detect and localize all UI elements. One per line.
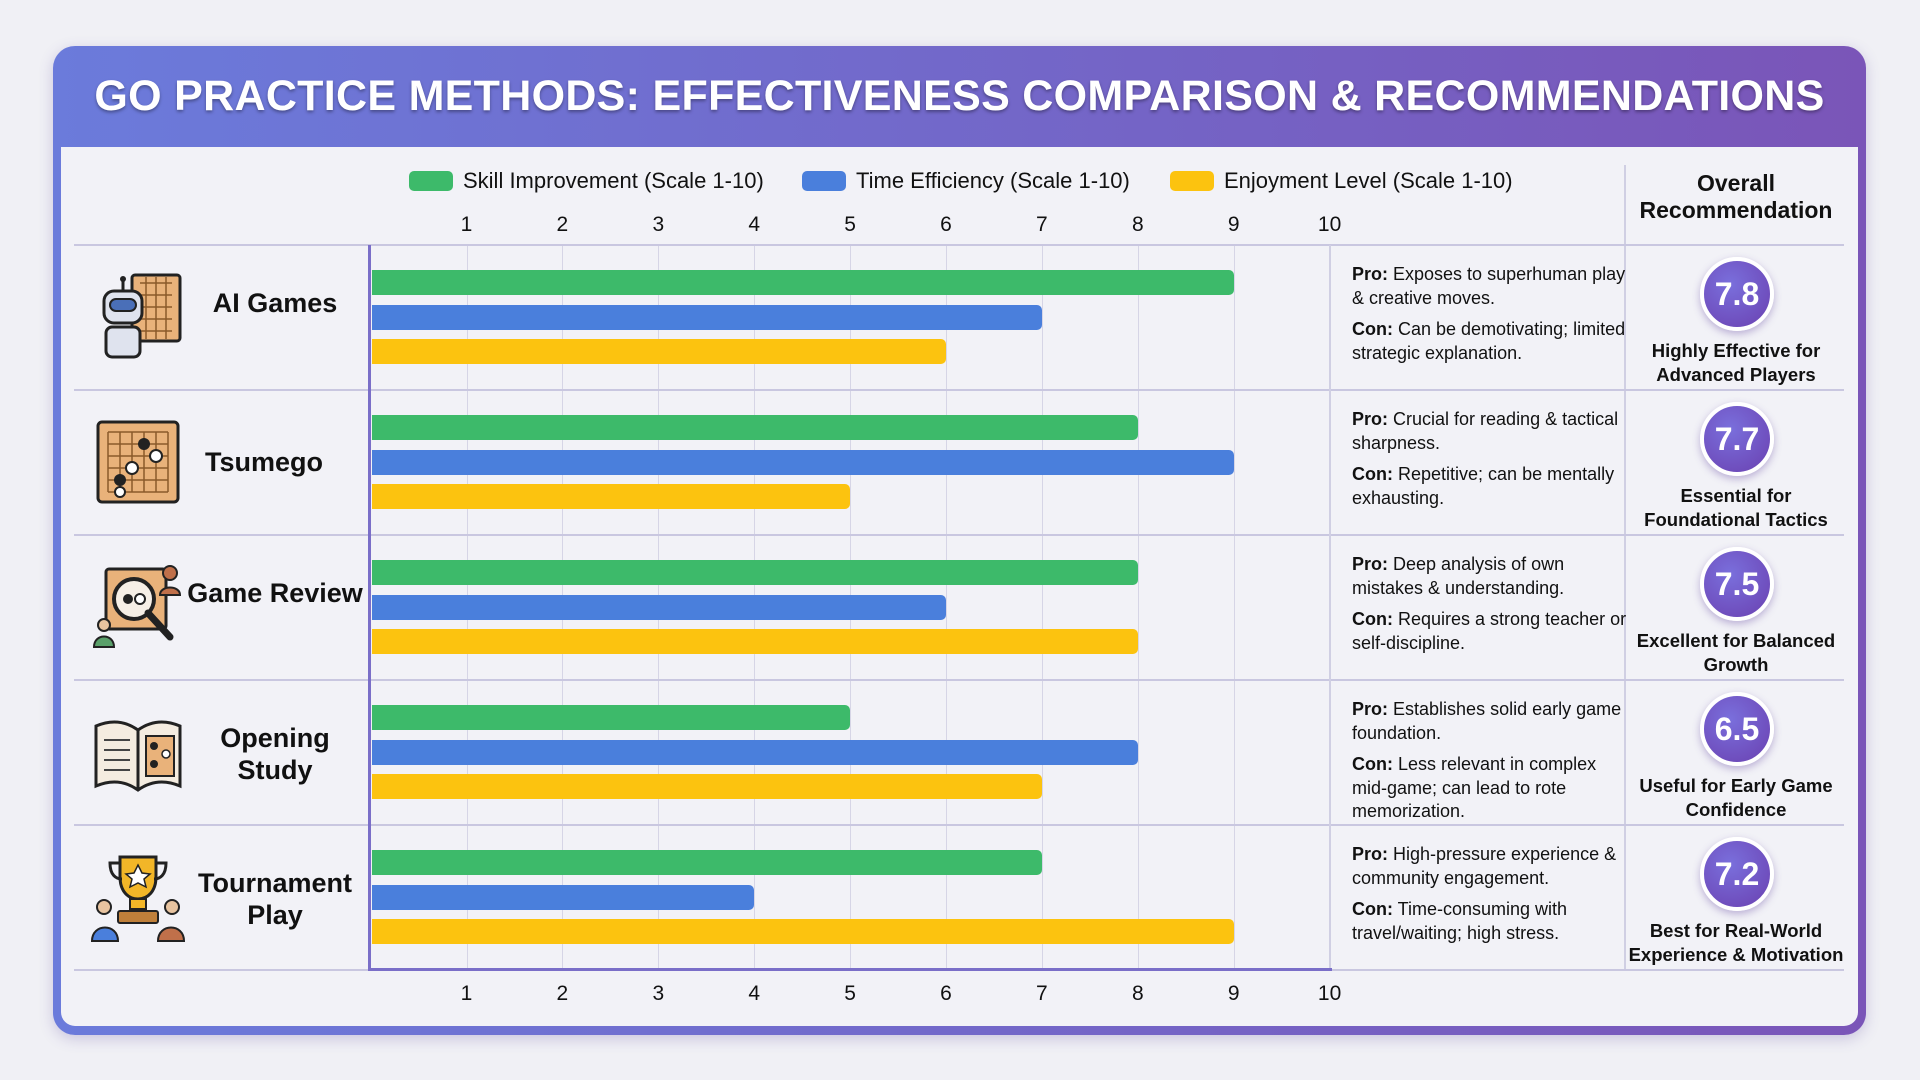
x-tick-bottom: 2 [556, 982, 569, 1005]
y-axis-line [368, 245, 371, 970]
x-tick-bottom: 6 [940, 982, 952, 1005]
go-problem-board-icon [90, 414, 186, 510]
x-tick-bottom: 7 [1036, 982, 1048, 1005]
bar-skill [371, 415, 1138, 440]
row-divider [74, 679, 1844, 681]
x-tick-bottom: 5 [844, 982, 856, 1005]
legend-swatch-blue [802, 171, 846, 191]
recommendation-label: Useful for Early Game Confidence [1639, 775, 1833, 820]
row-divider [74, 824, 1844, 826]
x-tick-top: 3 [652, 213, 665, 236]
robot-go-board-icon [90, 269, 186, 365]
row-divider [74, 534, 1844, 536]
pro-text: Pro: Crucial for reading & tactical shar… [1352, 409, 1619, 453]
x-tick-top: 10 [1317, 213, 1342, 236]
con-text: Con: Can be demotivating; limited strate… [1352, 319, 1626, 363]
recommendation-label: Best for Real-World Experience & Motivat… [1628, 920, 1844, 965]
legend-swatch-green [409, 171, 453, 191]
gridline [1233, 245, 1235, 970]
x-tick-bottom: 8 [1131, 982, 1144, 1005]
x-tick-bottom: 10 [1317, 982, 1342, 1005]
page-title: GO PRACTICE METHODS: EFFECTIVENESS COMPA… [94, 72, 1825, 120]
con-text: Con: Time-consuming with travel/waiting;… [1352, 899, 1568, 943]
recommendation-label: Highly Effective for Advanced Players [1651, 340, 1821, 385]
x-tick-bottom: 1 [460, 982, 473, 1005]
row-divider [74, 389, 1844, 391]
recommendation-header: Overall Recommendation [1639, 170, 1833, 223]
legend-label: Enjoyment Level (Scale 1-10) [1224, 168, 1513, 193]
score-badge: 7.8 [1700, 257, 1774, 331]
method-label: Tournament Play [198, 868, 352, 930]
x-tick-top: 6 [940, 213, 952, 236]
pro-text: Pro: Deep analysis of own mistakes & und… [1352, 554, 1565, 598]
method-label: AI Games [212, 288, 338, 318]
x-tick-top: 1 [460, 213, 473, 236]
bar-enjoy [371, 919, 1234, 944]
bar-time [371, 305, 1042, 330]
recommendation-label: Essential for Foundational Tactics [1644, 485, 1828, 530]
legend-enjoy: Enjoyment Level (Scale 1-10) [1170, 168, 1513, 194]
pro-text: Pro: High-pressure experience & communit… [1352, 844, 1617, 888]
score-badge: 7.2 [1700, 837, 1774, 911]
pro-text: Pro: Exposes to superhuman play & creati… [1352, 264, 1626, 308]
pros-cons: Pro: Crucial for reading & tactical shar… [1352, 408, 1627, 518]
bar-enjoy [371, 629, 1138, 654]
score-badge: 7.7 [1700, 402, 1774, 476]
pros-cons-divider [1329, 245, 1331, 970]
bar-skill [371, 270, 1234, 295]
x-tick-bottom: 3 [652, 982, 665, 1005]
bar-skill [371, 560, 1138, 585]
magnifier-review-icon [90, 559, 186, 655]
trophy-players-icon [90, 849, 186, 945]
con-text: Con: Requires a strong teacher or self-d… [1352, 609, 1627, 653]
infographic-card: GO PRACTICE METHODS: EFFECTIVENESS COMPA… [53, 46, 1866, 1035]
x-tick-top: 7 [1036, 213, 1048, 236]
recommendation-divider [1624, 165, 1626, 970]
bar-skill [371, 850, 1042, 875]
open-book-icon [90, 704, 186, 800]
pros-cons: Pro: Deep analysis of own mistakes & und… [1352, 553, 1627, 663]
bar-enjoy [371, 774, 1042, 799]
pros-cons: Pro: High-pressure experience & communit… [1352, 843, 1627, 953]
x-tick-top: 5 [844, 213, 856, 236]
x-tick-bottom: 4 [748, 982, 761, 1005]
recommendation-label: Excellent for Balanced Growth [1636, 630, 1836, 675]
bar-enjoy [371, 484, 851, 509]
method-label: Tsumego [205, 447, 324, 477]
gridline [946, 245, 947, 970]
pros-cons: Pro: Establishes solid early game founda… [1352, 698, 1627, 832]
legend-label: Skill Improvement (Scale 1-10) [463, 168, 764, 193]
con-text: Con: Repetitive; can be mentally exhaust… [1352, 464, 1615, 508]
legend-swatch-yellow [1170, 171, 1214, 191]
x-axis-line [368, 968, 1332, 971]
bar-time [371, 885, 755, 910]
score-badge: 7.5 [1700, 547, 1774, 621]
x-tick-bottom: 9 [1227, 982, 1240, 1005]
con-text: Con: Less relevant in complex mid-game; … [1352, 754, 1597, 821]
method-label: Opening Study [220, 723, 330, 785]
bar-skill [371, 705, 851, 730]
pro-text: Pro: Establishes solid early game founda… [1352, 699, 1622, 743]
row-divider [74, 244, 1844, 246]
legend-skill: Skill Improvement (Scale 1-10) [409, 168, 764, 194]
legend-time: Time Efficiency (Scale 1-10) [802, 168, 1130, 194]
bar-time [371, 450, 1234, 475]
gridline [1137, 245, 1139, 970]
bar-time [371, 595, 946, 620]
bar-enjoy [371, 339, 946, 364]
score-badge: 6.5 [1700, 692, 1774, 766]
x-tick-top: 9 [1227, 213, 1240, 236]
legend-label: Time Efficiency (Scale 1-10) [856, 168, 1130, 193]
x-tick-top: 2 [556, 213, 569, 236]
pros-cons: Pro: Exposes to superhuman play & creati… [1352, 263, 1627, 373]
gridline [1041, 245, 1043, 970]
method-label: Game Review [187, 578, 363, 608]
x-tick-top: 8 [1131, 213, 1144, 236]
x-tick-top: 4 [748, 213, 761, 236]
bar-time [371, 740, 1138, 765]
